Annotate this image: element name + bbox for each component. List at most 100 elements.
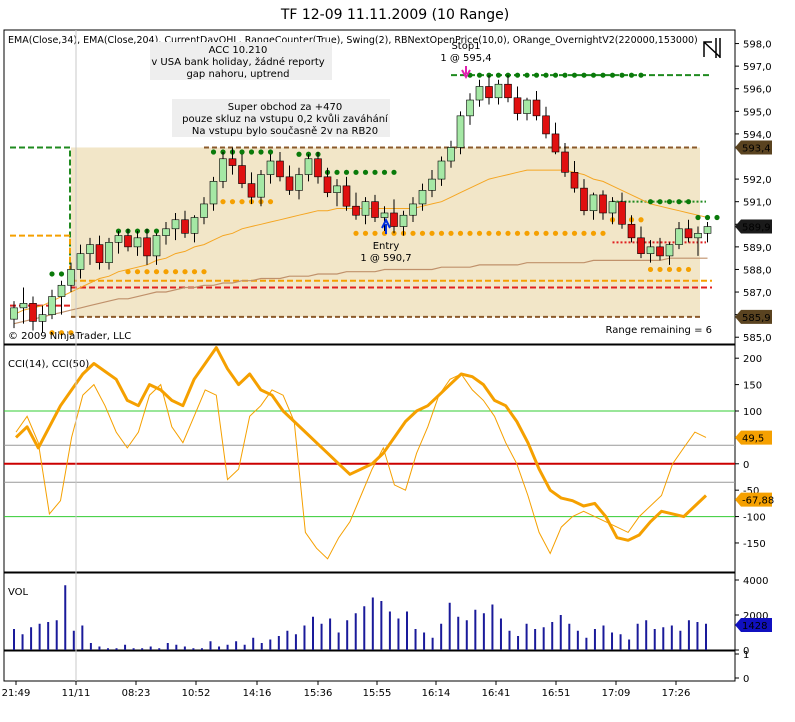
cci-tick-label: -50	[743, 486, 759, 497]
cci-badge-label: -67,88	[742, 496, 774, 507]
swing-high-dot	[695, 214, 701, 221]
swing-high-dot	[220, 149, 226, 155]
candle-body	[238, 165, 246, 184]
swing-low-dot	[638, 217, 644, 223]
time-tick-label: 11/11	[62, 688, 91, 699]
price-panel[interactable]: 598,0597,0596,0595,0594,0592,0591,0590,0…	[3, 29, 772, 345]
price-badge-label: 593,4	[742, 143, 771, 154]
swing-high-dot	[49, 271, 55, 277]
candle-body	[703, 226, 712, 234]
time-tick-label: 15:55	[363, 688, 392, 699]
annotation-acc: ACC 10.210 v USA bank holiday, žádné rep…	[150, 42, 332, 80]
swing-high-dot	[381, 169, 388, 175]
swing-low-dot	[172, 269, 179, 275]
bottom-panel: 10	[3, 650, 749, 685]
volume-panel[interactable]: 4000 2000 0 1428 VOL	[3, 572, 772, 657]
candle-body	[295, 174, 303, 191]
candle-body	[665, 244, 674, 257]
candle-body	[143, 237, 151, 257]
swing-low-dot	[543, 230, 549, 236]
price-tick-label: 585,0	[743, 333, 772, 344]
candle-body	[618, 201, 626, 225]
candle-body	[181, 219, 189, 234]
candle-body	[371, 201, 379, 218]
swing-low-dot	[353, 230, 359, 236]
candle-body	[67, 269, 75, 286]
cci-title: CCI(14), CCI(50)	[8, 359, 89, 370]
time-tick-label: 16:41	[482, 688, 511, 699]
time-axis: 21:49 11/11 08:23 10:52 14:16 15:36 15:55 16:14…	[2, 681, 690, 699]
candle-body	[200, 203, 208, 218]
price-badge	[735, 219, 772, 234]
swing-low-dot	[144, 269, 150, 275]
swing-high-dot	[704, 214, 711, 221]
swing-low-dot	[362, 230, 369, 236]
copyright: © 2009 NinjaTrader, LLC	[8, 331, 131, 342]
price-tick-label: 596,0	[743, 85, 772, 96]
cci-tick-label: -100	[743, 513, 766, 524]
candle-body	[551, 133, 560, 153]
volume-tick-label: 2000	[743, 611, 768, 622]
swing-low-dot	[267, 199, 274, 205]
swing-low-dot	[372, 230, 378, 236]
cci-tick-label: -150	[743, 539, 766, 550]
trade-line-3: Na vstupu bylo současně 2v na RB20	[192, 125, 378, 137]
candle-body	[570, 172, 579, 189]
candle-body	[257, 174, 265, 198]
exit-fullscreen-icon[interactable]	[703, 38, 721, 58]
swing-low-dot	[239, 199, 245, 205]
candle-body	[342, 185, 351, 207]
volume-title: VOL	[8, 587, 29, 598]
swing-high-dot	[210, 149, 217, 155]
swing-high-dot	[714, 214, 720, 221]
candle-body	[38, 314, 47, 322]
candle-body	[494, 83, 503, 99]
swing-low-dot	[201, 269, 207, 275]
candle-body	[285, 176, 294, 191]
volume-tick-label: 4000	[743, 576, 768, 587]
swing-high-dot	[495, 72, 502, 78]
candle-body	[561, 151, 569, 173]
annotation-trade: Super obchod za +470 pouze skluz na vstu…	[172, 99, 390, 137]
swing-high-dot	[239, 149, 245, 155]
volume-tick-label: 0	[743, 646, 749, 657]
candle-body	[409, 203, 417, 216]
swing-high-dot	[258, 149, 264, 155]
swing-low-dot	[685, 266, 692, 273]
price-badge	[735, 140, 772, 155]
trade-line-1: Super obchod za +470	[228, 102, 342, 113]
candle-body	[133, 237, 142, 248]
cci-tick-label: 150	[743, 381, 762, 392]
swing-high-dot	[296, 151, 302, 157]
swing-low-dot	[457, 230, 464, 236]
swing-high-dot	[685, 199, 692, 205]
time-tick-label: 10:52	[182, 688, 211, 699]
swing-low-dot	[68, 330, 74, 336]
swing-low-dot	[571, 230, 578, 236]
candle-body	[361, 201, 370, 216]
price-badge-label: 589,9	[742, 223, 771, 234]
candle-body	[580, 187, 588, 212]
swing-low-dot	[134, 269, 141, 275]
swing-high-dot	[543, 72, 549, 78]
swing-low-dot	[125, 269, 131, 275]
swing-low-dot	[58, 330, 65, 336]
swing-high-dot	[628, 72, 635, 78]
swing-low-dot	[581, 230, 587, 236]
candle-body	[276, 160, 284, 178]
annotation-stop: Stop1 1 @ 595,4	[440, 41, 492, 80]
swing-high-dot	[334, 169, 340, 175]
price-badge	[735, 309, 772, 324]
bottom-tick-label: 0	[743, 674, 749, 685]
swing-low-dot	[562, 230, 568, 236]
swing-high-dot	[58, 271, 65, 277]
candle-body	[105, 242, 113, 263]
swing-low-dot	[448, 230, 454, 236]
candle-body	[314, 158, 322, 178]
acc-line-3: gap nahoru, uptrend	[186, 69, 289, 80]
candle-body	[48, 296, 56, 315]
candle-body	[684, 228, 693, 239]
swing-high-dot	[609, 72, 616, 78]
